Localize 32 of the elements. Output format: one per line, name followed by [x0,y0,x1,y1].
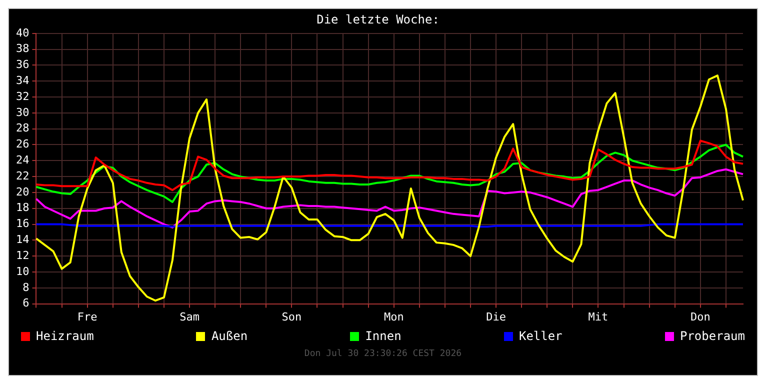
y-tick-label: 20 [16,185,30,198]
y-tick-label: 14 [16,233,30,246]
legend-label: Innen [365,329,402,343]
chart-title: Die letzte Woche: [316,12,440,26]
y-tick-label: 28 [16,122,30,135]
x-tick-label: Don [690,310,710,324]
legend-label: Außen [211,329,248,343]
legend-label: Heizraum [36,329,94,343]
x-tick-label: Mit [588,310,608,324]
y-tick-label: 22 [16,169,30,182]
y-tick-label: 40 [16,26,30,40]
y-tick-label: 32 [16,90,30,103]
y-tick-label: 6 [22,296,30,310]
legend-label: Keller [518,329,562,343]
y-tick-label: 36 [16,58,30,72]
x-tick-label: Mon [384,310,404,324]
y-tick-label: 12 [16,248,30,262]
y-tick-label: 10 [16,264,30,278]
y-tick-label: 16 [16,217,30,230]
x-tick-label: Fre [77,310,98,324]
y-tick-label: 24 [16,154,30,167]
x-tick-label: Die [486,310,506,324]
x-tick-label: Son [282,310,302,324]
y-tick-label: 34 [16,74,30,87]
text: Don Jul 30 23:30:26 CEST 2026 [303,349,463,359]
y-tick-label: 38 [16,42,30,56]
y-tick-label: 26 [16,138,30,151]
y-tick-label: 30 [16,106,30,119]
x-tick-label: Sam [180,310,200,324]
legend-label: Proberaum [680,329,745,343]
y-tick-label: 18 [16,201,30,214]
y-tick-label: 8 [22,280,30,294]
